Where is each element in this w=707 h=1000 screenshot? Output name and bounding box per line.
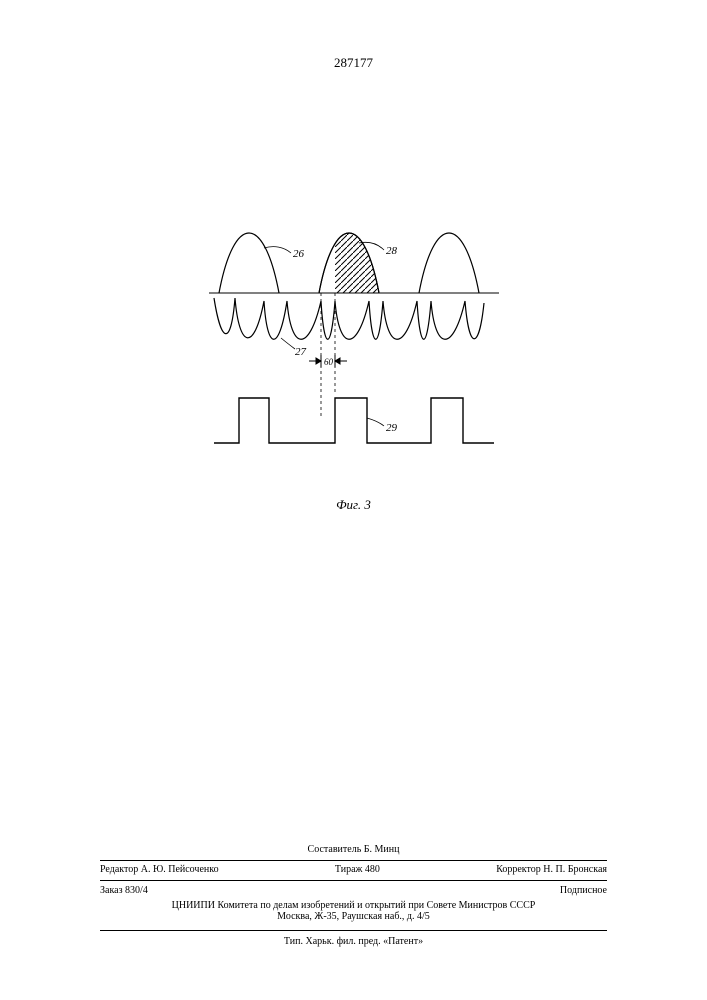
label-28: 28 (386, 245, 398, 257)
divider-3 (100, 930, 607, 931)
order-number: Заказ 830/4 (100, 885, 148, 896)
corrector: Корректор Н. П. Бронская (496, 864, 607, 875)
compiler-line: Составитель Б. Минц (0, 843, 707, 857)
figure-caption: Фиг. 3 (336, 497, 371, 513)
divider-2 (100, 880, 607, 881)
label-27: 27 (295, 346, 307, 358)
label-26: 26 (293, 248, 305, 260)
editor-row: Редактор А. Ю. Пейсоченко Тираж 480 Корр… (100, 864, 607, 875)
subscription: Подписное (560, 885, 607, 896)
address-line-1: ЦНИИПИ Комитета по делам изобретений и о… (100, 900, 607, 911)
divider-1 (100, 860, 607, 861)
typography-line: Тип. Харьк. фил. пред. «Патент» (100, 936, 607, 947)
address-block: ЦНИИПИ Комитета по делам изобретений и о… (100, 900, 607, 922)
angle-label: 60 (324, 357, 334, 367)
order-row: Заказ 830/4 Подписное (100, 885, 607, 896)
label-29: 29 (386, 422, 398, 434)
address-line-2: Москва, Ж-35, Раушская наб., д. 4/5 (100, 911, 607, 922)
editor: Редактор А. Ю. Пейсоченко (100, 864, 219, 875)
figure-3: 60 26 28 27 29 (209, 223, 499, 488)
tirazh: Тираж 480 (335, 864, 380, 875)
waveform-diagram: 60 26 28 27 29 (209, 223, 499, 483)
page-number: 287177 (334, 55, 373, 71)
